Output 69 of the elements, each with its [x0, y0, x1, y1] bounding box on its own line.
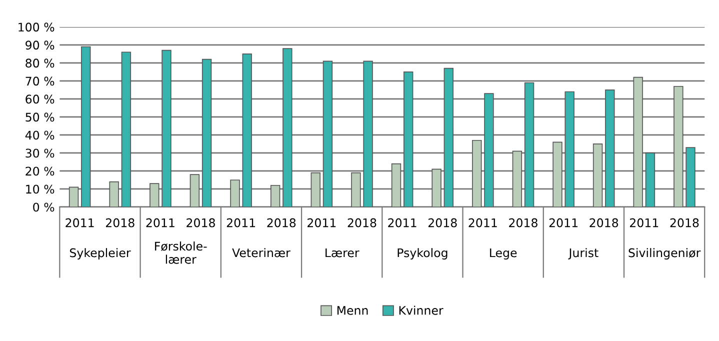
- text: Lege: [490, 248, 517, 260]
- bar: [310, 172, 320, 207]
- x-tick-label: 2011: [146, 218, 174, 228]
- y-tick-label: 100 %: [18, 22, 54, 32]
- bar: [564, 91, 574, 207]
- text: Sykepleier: [70, 248, 131, 260]
- bar: [242, 54, 252, 207]
- legend-label: Menn: [337, 306, 368, 315]
- legend-label: Kvinner: [399, 306, 444, 315]
- x-tick-label: 2011: [549, 218, 578, 228]
- bar: [524, 82, 534, 207]
- x-tick-label: 2011: [308, 218, 336, 228]
- bar: [633, 76, 643, 207]
- bar: [592, 144, 603, 207]
- bar: [512, 150, 522, 207]
- bar: [444, 68, 454, 207]
- y-tick-label: 80 %: [26, 58, 54, 68]
- y-tick-label: 50 %: [26, 112, 54, 122]
- text: Sivilingeniør: [628, 248, 701, 260]
- x-tick-label: 2018: [670, 218, 699, 228]
- y-tick-label: 70 %: [26, 76, 54, 86]
- bar: [190, 174, 200, 207]
- bar: [432, 168, 442, 207]
- bar: [121, 52, 132, 207]
- bar: [645, 152, 656, 207]
- bar: [162, 50, 172, 207]
- bar: [109, 181, 119, 207]
- bar: [81, 46, 91, 207]
- x-tick-label: 2018: [428, 218, 457, 228]
- y-tick-label: 30 %: [26, 148, 54, 158]
- bar: [230, 180, 240, 207]
- bar: [552, 142, 562, 207]
- bar: [472, 140, 482, 207]
- bar: [202, 58, 212, 207]
- bar: [351, 172, 361, 207]
- text: Førskole- lærer: [155, 241, 207, 264]
- bar: [322, 60, 333, 207]
- x-tick-label: 2011: [226, 218, 255, 228]
- text: Lærer: [326, 248, 360, 258]
- x-tick-label: 2018: [186, 218, 215, 228]
- y-tick-label: 20 %: [26, 166, 54, 176]
- text: Jurist: [568, 248, 598, 260]
- bar: [363, 60, 373, 207]
- text: Psykolog: [398, 248, 448, 260]
- bar: [391, 163, 402, 207]
- x-tick-label: 2011: [468, 218, 497, 228]
- y-tick-label: 0 %: [33, 202, 54, 212]
- x-tick-label: 2018: [267, 218, 296, 228]
- bar: [150, 183, 160, 207]
- x-tick-label: 2011: [388, 218, 416, 228]
- bar: [68, 186, 79, 207]
- x-tick-label: 2011: [66, 218, 94, 228]
- y-tick-label: 90 %: [26, 40, 54, 50]
- y-tick-label: 10 %: [26, 184, 54, 194]
- x-tick-label: 2018: [348, 218, 376, 228]
- x-tick-label: 2018: [590, 218, 618, 228]
- y-tick-label: 60 %: [26, 94, 54, 104]
- bar: [484, 93, 494, 207]
- bar: [605, 90, 615, 207]
- y-tick-label: 40 %: [25, 130, 54, 140]
- text: Veterinær: [232, 248, 290, 258]
- bar: [403, 72, 414, 207]
- bar: [282, 48, 292, 207]
- x-tick-label: 2011: [630, 218, 658, 228]
- bar: [270, 184, 280, 207]
- x-tick-label: 2018: [509, 218, 538, 228]
- x-tick-label: 2018: [106, 218, 134, 228]
- bar: [674, 86, 684, 207]
- bar: [686, 147, 696, 207]
